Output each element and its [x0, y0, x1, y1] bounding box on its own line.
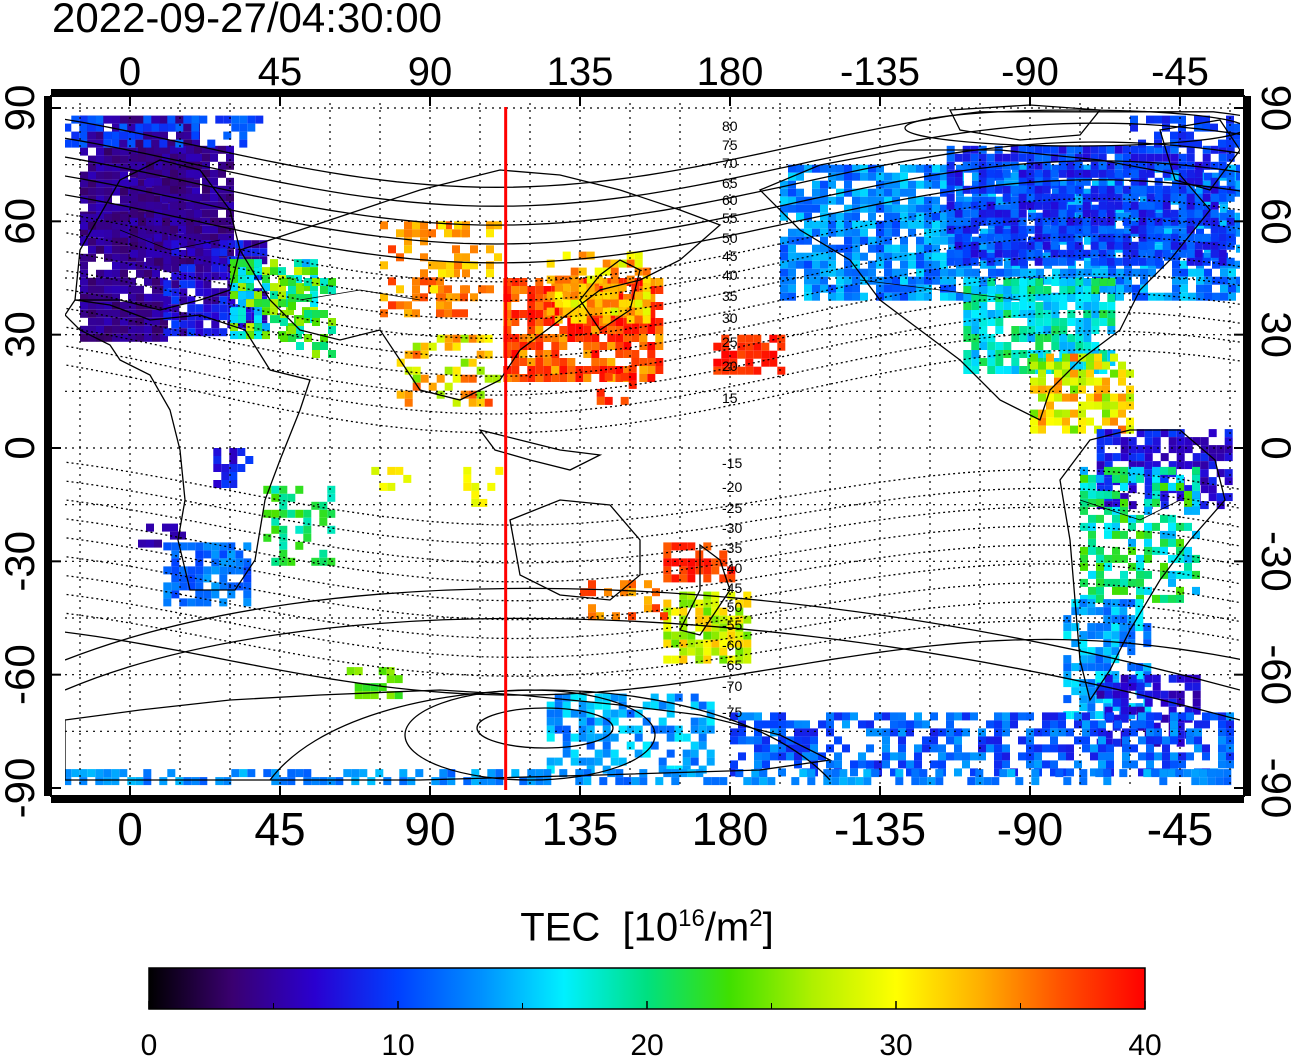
bottom-lon-tick-label: 180 — [692, 803, 769, 855]
right-lat-tick-label: -30 — [1253, 531, 1294, 592]
landmass-outline — [679, 543, 731, 636]
contour-label: 45 — [722, 248, 738, 264]
top-lon-tick-label: 0 — [119, 50, 141, 94]
colorbar-tick-label: 20 — [630, 1029, 663, 1057]
top-lon-tick-label: -45 — [1151, 50, 1209, 94]
contour-label: -75 — [722, 704, 742, 720]
colorbar-tick-label: 10 — [381, 1029, 414, 1057]
bottom-longitude-axis: 0 45 90 135 180 -135 -90 -45 — [117, 786, 1213, 855]
colorbar-unit-exponent-2: 2 — [749, 905, 763, 932]
contour-label: 75 — [722, 137, 738, 153]
contour-label: 40 — [722, 267, 738, 283]
graticule — [65, 103, 1240, 786]
left-latitude-axis: 90 60 30 0 -30 -60 -90 — [0, 85, 61, 819]
top-lon-tick-label: 135 — [547, 50, 614, 94]
contour-label: 30 — [722, 310, 738, 326]
contour-label: -70 — [722, 678, 742, 694]
right-lat-tick-label: -60 — [1253, 644, 1294, 705]
left-lat-tick-label: 90 — [0, 85, 43, 132]
bottom-lon-tick-label: 45 — [254, 803, 305, 855]
bottom-lon-tick-label: -90 — [997, 803, 1063, 855]
colorbar-tick-label: 40 — [1128, 1029, 1161, 1057]
frame-left-bar — [44, 96, 50, 796]
contour-label: 70 — [722, 155, 738, 171]
colorbar-unit-mid: /m — [704, 905, 750, 950]
contour-label: 20 — [722, 358, 738, 374]
contour-label: 25 — [722, 334, 738, 350]
contour-label: -25 — [722, 500, 742, 516]
colorbar-title-text: TEC — [520, 905, 601, 950]
left-lat-tick-label: 0 — [0, 436, 43, 459]
left-lat-tick-label: -60 — [0, 644, 43, 705]
contour-label: -60 — [722, 637, 742, 653]
contour-label: 50 — [722, 230, 738, 246]
colorbar-tick-label: 0 — [141, 1029, 158, 1057]
landmass-outline — [65, 299, 311, 591]
colorbar-tick-label: 30 — [879, 1029, 912, 1057]
contour-label: -20 — [722, 479, 742, 495]
top-lon-tick-label: 45 — [258, 50, 303, 94]
contour-label: 60 — [722, 192, 738, 208]
top-lon-tick-label: -90 — [1001, 50, 1059, 94]
tec-data-layer — [65, 115, 1240, 786]
right-lat-tick-label: 30 — [1253, 311, 1294, 358]
colorbar-title: TEC [1016/m2] — [0, 905, 1294, 950]
bottom-lon-tick-label: 135 — [542, 803, 619, 855]
contour-label: 35 — [722, 288, 738, 304]
contour-label: -65 — [722, 657, 742, 673]
colorbar-unit-end: ] — [762, 905, 774, 950]
contour-label: -30 — [722, 520, 742, 536]
top-lon-tick-label: 180 — [697, 50, 764, 94]
contour-label: -55 — [722, 617, 742, 633]
right-lat-tick-label: 60 — [1253, 198, 1294, 245]
contour-label: -40 — [722, 560, 742, 576]
contour-label: -15 — [722, 455, 742, 471]
top-lon-tick-label: 90 — [408, 50, 453, 94]
frame-top-bar — [51, 89, 1244, 95]
bottom-lon-tick-label: 0 — [117, 803, 143, 855]
contour-label: -35 — [722, 540, 742, 556]
landmass-outline — [239, 169, 722, 401]
right-lat-tick-label: 0 — [1253, 436, 1294, 459]
right-lat-tick-label: 90 — [1253, 85, 1294, 132]
landmass-outline — [758, 149, 1211, 421]
colorbar-ticks: 0 10 20 30 40 — [141, 1001, 1162, 1057]
left-lat-tick-label: -90 — [0, 758, 43, 819]
bottom-lon-tick-label: -45 — [1147, 803, 1213, 855]
top-lon-tick-label: -135 — [840, 50, 920, 94]
left-lat-tick-label: -30 — [0, 531, 43, 592]
frame-bottom-bar — [51, 797, 1244, 803]
contour-label: -45 — [722, 580, 742, 596]
contour-label: 80 — [722, 118, 738, 134]
colorbar-unit-base: [10 — [622, 905, 679, 950]
contour-label: -50 — [722, 599, 742, 615]
left-lat-tick-label: 30 — [0, 311, 43, 358]
timestamp-title: 2022-09-27/04:30:00 — [52, 0, 442, 41]
top-longitude-axis: 0 45 90 135 180 -135 -90 -45 — [119, 50, 1209, 106]
contour-label: 15 — [722, 390, 738, 406]
magnetic-latitude-contours — [65, 109, 1240, 781]
contour-label: 65 — [722, 175, 738, 191]
contour-label: 55 — [722, 210, 738, 226]
left-lat-tick-label: 60 — [0, 198, 43, 245]
landmass-outline — [478, 428, 603, 471]
colorbar-unit-exponent: 16 — [678, 905, 705, 932]
right-lat-tick-label: -90 — [1253, 758, 1294, 819]
frame-right-bar — [1245, 96, 1251, 796]
bottom-lon-tick-label: -135 — [834, 803, 926, 855]
bottom-lon-tick-label: 90 — [404, 803, 455, 855]
right-latitude-axis: 90 60 30 0 -30 -60 -90 — [1234, 85, 1294, 819]
landmass-outline — [65, 689, 833, 781]
